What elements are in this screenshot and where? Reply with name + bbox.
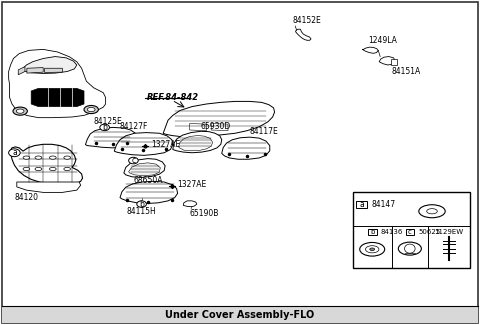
Ellipse shape [360,242,384,256]
Text: a: a [359,200,364,209]
Text: 1327AE: 1327AE [178,180,207,189]
Text: 84136: 84136 [381,229,403,235]
Text: 84117E: 84117E [250,127,278,136]
Text: b: b [139,200,144,209]
Text: 84147: 84147 [371,200,395,209]
Text: a: a [12,148,17,157]
Polygon shape [362,47,378,53]
Ellipse shape [49,167,56,171]
Polygon shape [45,68,62,72]
Text: 84115H: 84115H [127,207,156,216]
Polygon shape [124,159,165,177]
Polygon shape [190,124,206,131]
Ellipse shape [398,242,421,255]
Polygon shape [18,67,25,75]
Circle shape [137,201,146,207]
Text: 84152E: 84152E [293,16,322,25]
Ellipse shape [419,205,445,218]
Text: 65190B: 65190B [190,209,219,218]
Circle shape [100,124,109,131]
Polygon shape [23,57,77,73]
Ellipse shape [35,167,42,171]
Ellipse shape [84,105,98,113]
Polygon shape [9,49,106,118]
Text: 68650A: 68650A [133,176,163,185]
Text: 84127F: 84127F [119,122,147,131]
Polygon shape [129,163,160,176]
Ellipse shape [23,156,30,159]
Text: REF.84-842: REF.84-842 [146,93,199,102]
Polygon shape [179,136,213,151]
Bar [368,229,376,235]
Text: Under Cover Assembly-FLO: Under Cover Assembly-FLO [166,310,314,320]
Ellipse shape [64,156,71,159]
Polygon shape [296,29,311,40]
Circle shape [9,149,20,157]
Polygon shape [11,144,83,185]
Text: 1327AE: 1327AE [151,140,180,149]
Text: 50625: 50625 [419,229,441,235]
Polygon shape [85,127,137,148]
Bar [391,59,397,65]
Text: 65930D: 65930D [201,122,231,131]
Text: 84120: 84120 [14,193,38,202]
Polygon shape [211,124,228,131]
Polygon shape [173,131,222,153]
Text: 1249LA: 1249LA [369,36,397,45]
Text: 84151A: 84151A [392,67,421,76]
Text: 84125E: 84125E [94,117,122,126]
Ellipse shape [370,248,374,251]
Circle shape [129,157,138,164]
Ellipse shape [16,109,24,113]
Text: c: c [408,229,412,235]
Ellipse shape [64,167,71,171]
Polygon shape [120,181,178,203]
Text: b: b [102,123,107,132]
Ellipse shape [49,156,56,159]
Bar [353,192,470,268]
Polygon shape [31,88,84,107]
Polygon shape [163,101,275,137]
FancyBboxPatch shape [2,2,478,323]
Ellipse shape [427,209,437,214]
Bar [2,306,478,323]
Polygon shape [114,133,173,155]
Text: 1129EW: 1129EW [435,229,464,235]
Polygon shape [183,201,197,207]
Bar [356,201,367,208]
Text: c: c [132,156,135,165]
Polygon shape [27,68,43,73]
Ellipse shape [405,244,415,253]
Bar [406,229,414,235]
Ellipse shape [23,167,30,171]
Ellipse shape [35,156,42,159]
Polygon shape [17,182,81,192]
Polygon shape [222,137,270,159]
Ellipse shape [13,107,27,115]
Polygon shape [379,57,395,65]
Ellipse shape [87,107,95,111]
Ellipse shape [365,246,379,253]
Text: b: b [370,229,374,235]
